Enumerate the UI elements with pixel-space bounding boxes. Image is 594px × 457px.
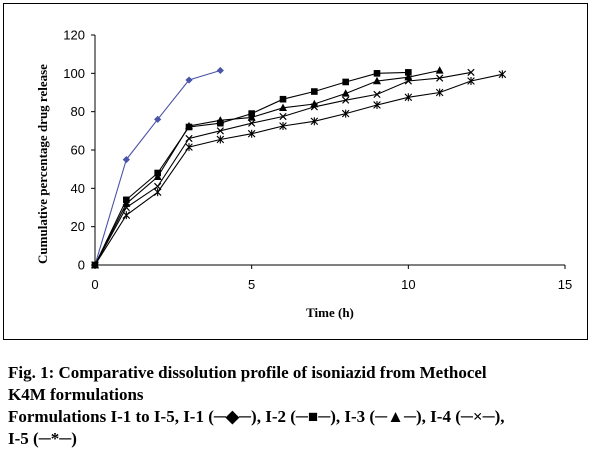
series-5 bbox=[91, 70, 507, 269]
data-point-x bbox=[122, 203, 130, 212]
data-point-x bbox=[185, 134, 193, 143]
data-point-star bbox=[153, 188, 162, 197]
axes: 0 20 40 60 80 100 120 0 5 10 15 bbox=[63, 28, 572, 293]
series-1 bbox=[91, 66, 224, 269]
data-point-star bbox=[341, 109, 350, 118]
x-tick-label: 0 bbox=[91, 277, 98, 292]
data-point-star bbox=[279, 122, 287, 131]
data-point-star bbox=[247, 129, 256, 138]
y-tick-label: 0 bbox=[78, 258, 85, 273]
x-tick-label: 15 bbox=[558, 277, 572, 292]
figure-caption: Fig. 1: Comparative dissolution profile … bbox=[8, 362, 588, 450]
y-tick-label: 100 bbox=[63, 66, 85, 81]
data-point-x bbox=[310, 103, 318, 111]
data-point-triangle bbox=[341, 89, 350, 97]
data-point-star bbox=[435, 88, 444, 97]
caption-line-1: Fig. 1: Comparative dissolution profile … bbox=[8, 363, 487, 382]
data-point-triangle bbox=[153, 172, 162, 181]
series-line bbox=[94, 71, 409, 266]
caption-line-3: Formulations I-1 to I-5, I-1 (─◆─), I-2 … bbox=[8, 407, 505, 426]
x-tick-label: 5 bbox=[248, 277, 255, 292]
data-point-x bbox=[436, 74, 444, 82]
caption-line-4: I-5 (─*─) bbox=[8, 429, 77, 448]
data-point-star bbox=[216, 135, 225, 144]
data-point-x bbox=[404, 77, 412, 85]
data-point-x bbox=[342, 96, 350, 104]
data-point-square bbox=[405, 69, 412, 76]
data-point-star bbox=[373, 100, 381, 109]
y-tick-label: 120 bbox=[63, 28, 85, 43]
data-point-star bbox=[498, 70, 507, 79]
caption-line-2: K4M formulations bbox=[8, 385, 144, 404]
chart-panel: 0 20 40 60 80 100 120 0 5 10 15 Time (h) Cumulativ… bbox=[3, 3, 588, 340]
data-point-square bbox=[373, 70, 381, 77]
y-axis-label: Cumulative percentage drug release bbox=[35, 64, 50, 264]
data-point-star bbox=[122, 211, 131, 220]
data-point-x bbox=[279, 112, 287, 121]
data-point-star bbox=[91, 261, 99, 269]
data-point-diamond bbox=[216, 66, 224, 75]
x-axis-label: Time (h) bbox=[306, 305, 354, 320]
x-tick-label: 10 bbox=[401, 277, 415, 292]
data-point-x bbox=[467, 68, 475, 76]
data-point-diamond bbox=[185, 76, 193, 84]
series-line bbox=[94, 73, 503, 266]
y-tick-label: 60 bbox=[71, 143, 85, 158]
data-point-triangle bbox=[373, 76, 381, 85]
data-point-triangle bbox=[185, 121, 193, 130]
data-point-triangle bbox=[279, 103, 287, 112]
data-point-square bbox=[342, 78, 349, 86]
data-point-triangle bbox=[216, 116, 225, 124]
y-tick-label: 80 bbox=[71, 104, 85, 119]
series-2 bbox=[91, 69, 412, 269]
data-point-x bbox=[216, 127, 224, 135]
data-point-diamond bbox=[154, 115, 162, 123]
dissolution-chart: 0 20 40 60 80 100 120 0 5 10 15 Time (h) Cumulativ… bbox=[35, 28, 572, 321]
data-point-triangle bbox=[247, 113, 256, 121]
data-point-star bbox=[467, 77, 475, 85]
series-line bbox=[94, 69, 440, 266]
data-point-star bbox=[185, 143, 193, 152]
data-point-x bbox=[373, 90, 381, 99]
data-point-x bbox=[248, 119, 256, 127]
data-point-triangle bbox=[435, 66, 444, 74]
data-point-star bbox=[404, 93, 413, 102]
series-3 bbox=[91, 66, 444, 269]
data-point-square bbox=[311, 88, 318, 95]
data-point-square bbox=[279, 95, 287, 103]
y-tick-label: 40 bbox=[71, 181, 85, 196]
y-tick-label: 20 bbox=[71, 219, 85, 234]
data-point-diamond bbox=[122, 155, 130, 164]
data-point-star bbox=[310, 117, 319, 126]
series-layer bbox=[91, 66, 507, 269]
